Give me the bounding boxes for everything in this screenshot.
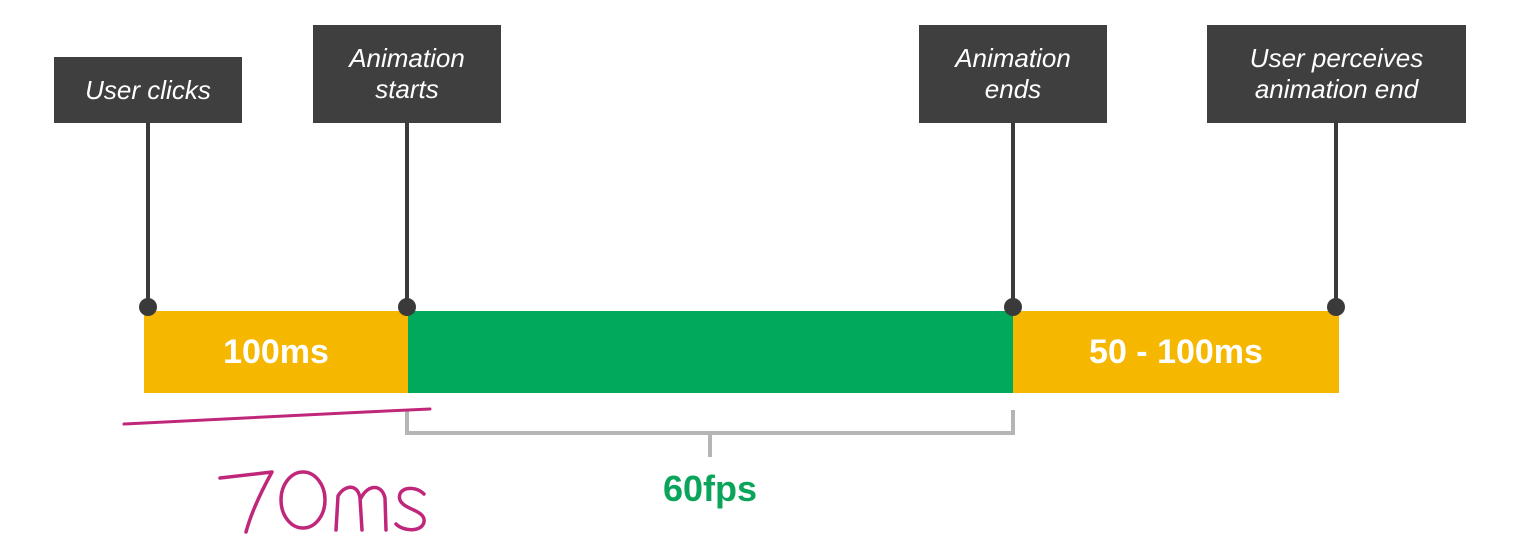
handwritten-glyph [279, 470, 327, 530]
handwritten-underline [122, 407, 432, 426]
event-label-text: Animation [955, 43, 1071, 73]
event-marker-dot [1327, 298, 1345, 316]
segment-animation [408, 311, 1013, 393]
event-marker-dot [139, 298, 157, 316]
segment-response: 100ms [144, 311, 408, 393]
event-label-text: ends [984, 74, 1042, 104]
handwritten-glyph [334, 485, 388, 532]
handwritten-glyph [218, 470, 274, 534]
event-label-user-clicks: User clicks [54, 57, 242, 123]
event-label-animation-ends: Animation ends [919, 25, 1107, 123]
event-marker-dot [398, 298, 416, 316]
event-label-text: starts [375, 74, 439, 104]
bracket-bar [405, 431, 1015, 435]
event-label-text: User perceives [1249, 43, 1424, 73]
segment-label-perception: 50 - 100ms [1089, 332, 1263, 371]
bracket-tick [708, 435, 712, 457]
segment-perception: 50 - 100ms [1013, 311, 1339, 393]
event-stem [1011, 123, 1015, 309]
handwritten-glyph [394, 486, 426, 532]
segment-label-response: 100ms [223, 332, 329, 371]
bracket-left-leg [405, 410, 409, 435]
event-label-text: animation end [1254, 74, 1419, 104]
event-label-text: User clicks [85, 74, 211, 105]
frame-rate-label: 60fps [662, 468, 758, 509]
event-stem [405, 123, 409, 309]
event-label-user-perceives-end: User perceives animation end [1207, 25, 1466, 123]
event-marker-dot [1004, 298, 1022, 316]
event-label-animation-starts: Animation starts [313, 25, 501, 123]
event-stem [146, 123, 150, 309]
event-label-text: Animation [349, 43, 465, 73]
bracket-right-leg [1011, 410, 1015, 435]
event-stem [1334, 123, 1338, 309]
